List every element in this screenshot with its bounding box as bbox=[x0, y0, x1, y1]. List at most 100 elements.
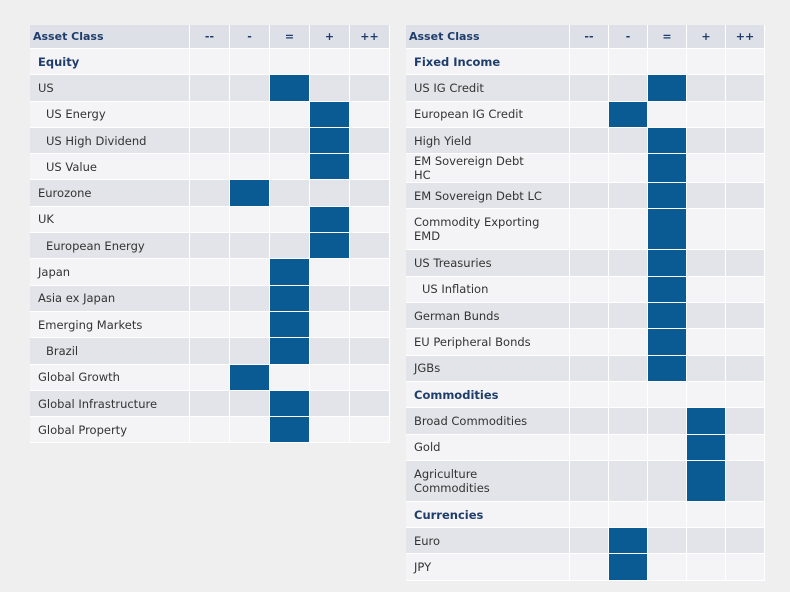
rating-cell bbox=[726, 49, 765, 75]
asset-label: EM Sovereign Debt HC bbox=[406, 154, 570, 183]
rating-cell bbox=[190, 206, 230, 233]
asset-row: Emerging Markets bbox=[30, 311, 390, 339]
asset-label: Currencies bbox=[406, 501, 570, 528]
section-row: Commodities bbox=[406, 381, 765, 409]
rating-cell bbox=[648, 460, 687, 501]
rating-cell bbox=[350, 364, 390, 390]
rating-mark bbox=[230, 180, 270, 206]
rating-cell bbox=[310, 285, 350, 311]
rating-cell bbox=[609, 329, 648, 355]
asset-label: Global Infrastructure bbox=[30, 390, 190, 417]
asset-row: Euro bbox=[406, 528, 765, 555]
label-text: European Energy bbox=[46, 238, 145, 253]
rating-cell bbox=[230, 311, 270, 338]
rating-cell bbox=[350, 390, 390, 417]
rating-cell bbox=[570, 209, 609, 250]
asset-row: US Energy bbox=[30, 101, 390, 128]
rating-cell bbox=[350, 259, 390, 285]
rating-cell bbox=[687, 75, 726, 101]
rating-cell bbox=[726, 381, 765, 408]
rating-cell bbox=[687, 554, 726, 580]
label-text: US Value bbox=[46, 159, 97, 174]
rating-cell bbox=[687, 127, 726, 154]
rating-mark bbox=[270, 390, 310, 417]
rating-mark bbox=[687, 434, 726, 460]
rating-cell bbox=[648, 528, 687, 554]
label-text: Eurozone bbox=[38, 186, 92, 201]
equity-table: Asset Class -- - = + ++ Equity US US Energy US Hi… bbox=[30, 25, 390, 444]
rating-cell bbox=[570, 460, 609, 501]
label-text: US IG Credit bbox=[414, 80, 484, 95]
rating-cell bbox=[609, 460, 648, 501]
rating-cell bbox=[609, 303, 648, 329]
label-text: Global Property bbox=[38, 422, 128, 437]
rating-cell bbox=[190, 233, 230, 259]
rating-cell bbox=[270, 233, 310, 259]
asset-label: US bbox=[30, 75, 190, 101]
rating-cell bbox=[350, 101, 390, 127]
rating-cell bbox=[190, 311, 230, 338]
rating-cell bbox=[570, 250, 609, 276]
column-header: -- bbox=[190, 25, 230, 48]
asset-row: JPY bbox=[406, 554, 765, 581]
rating-cell bbox=[609, 355, 648, 381]
rating-cell bbox=[350, 233, 390, 259]
rating-cell bbox=[570, 434, 609, 460]
rating-cell bbox=[190, 285, 230, 311]
rating-cell bbox=[270, 49, 310, 75]
section-row: Equity bbox=[30, 49, 390, 76]
rating-cell bbox=[310, 259, 350, 285]
rating-cell bbox=[570, 381, 609, 408]
rating-cell bbox=[270, 364, 310, 390]
rating-mark bbox=[230, 364, 270, 390]
rating-cell bbox=[726, 329, 765, 355]
rating-mark bbox=[270, 285, 310, 311]
column-header: - bbox=[230, 25, 270, 48]
asset-label: Broad Commodities bbox=[406, 408, 570, 434]
rating-cell bbox=[230, 75, 270, 101]
header-row: Asset Class -- - = + ++ bbox=[30, 25, 390, 49]
rating-cell bbox=[570, 408, 609, 434]
asset-label: German Bunds bbox=[406, 303, 570, 329]
rating-cell bbox=[609, 75, 648, 101]
asset-label: UK bbox=[30, 206, 190, 233]
rating-cell bbox=[687, 381, 726, 408]
rating-cell bbox=[609, 209, 648, 250]
rating-cell bbox=[350, 127, 390, 154]
rating-cell bbox=[310, 180, 350, 206]
column-header: ++ bbox=[350, 25, 390, 48]
label-text: High Yield bbox=[414, 133, 472, 148]
asset-row: US Treasuries bbox=[406, 250, 765, 277]
rating-mark bbox=[310, 127, 350, 154]
rating-cell bbox=[190, 101, 230, 127]
rating-cell bbox=[190, 338, 230, 364]
label-text: EM Sovereign Debt LC bbox=[414, 188, 542, 203]
label-text: Euro bbox=[414, 533, 441, 548]
asset-row: US Value bbox=[30, 154, 390, 181]
rating-cell bbox=[270, 206, 310, 233]
label-text: Commodity Exporting EMD bbox=[414, 215, 540, 244]
rating-mark bbox=[648, 183, 687, 209]
asset-row: Brazil bbox=[30, 338, 390, 365]
asset-label: US Energy bbox=[30, 101, 190, 127]
rating-cell bbox=[726, 434, 765, 460]
rating-cell bbox=[570, 49, 609, 75]
rating-cell bbox=[687, 355, 726, 381]
asset-row: EU Peripheral Bonds bbox=[406, 329, 765, 356]
asset-label: Global Property bbox=[30, 417, 190, 443]
label-text: Broad Commodities bbox=[414, 413, 528, 428]
column-header: -- bbox=[570, 25, 609, 48]
label-text: Global Infrastructure bbox=[38, 396, 158, 411]
asset-label: US Treasuries bbox=[406, 250, 570, 276]
rating-cell bbox=[570, 528, 609, 554]
asset-label: Asia ex Japan bbox=[30, 285, 190, 311]
label-text: US High Dividend bbox=[46, 133, 147, 148]
asset-row: German Bunds bbox=[406, 303, 765, 330]
rating-cell bbox=[687, 183, 726, 209]
rating-mark bbox=[310, 101, 350, 127]
rating-cell bbox=[190, 364, 230, 390]
rating-cell bbox=[190, 417, 230, 443]
rating-cell bbox=[190, 127, 230, 154]
rating-cell bbox=[190, 180, 230, 206]
